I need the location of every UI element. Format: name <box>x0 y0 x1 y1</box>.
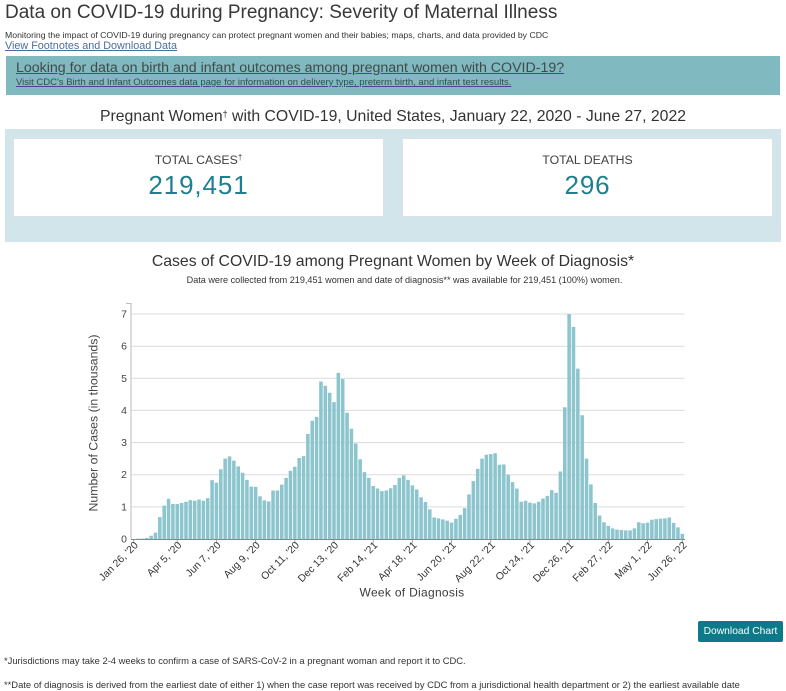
svg-text:Oct 11, '20: Oct 11, '20 <box>259 540 302 583</box>
svg-text:Feb 27, '22: Feb 27, '22 <box>571 540 615 584</box>
svg-text:Apr 18, '21: Apr 18, '21 <box>376 540 419 583</box>
svg-text:5: 5 <box>121 373 127 385</box>
svg-text:1: 1 <box>121 501 127 513</box>
svg-text:3: 3 <box>121 437 127 449</box>
svg-text:Feb 14, '21: Feb 14, '21 <box>336 540 380 584</box>
svg-text:2: 2 <box>121 469 127 481</box>
svg-text:Week of Diagnosis: Week of Diagnosis <box>360 586 465 600</box>
svg-text:Aug 9, '20: Aug 9, '20 <box>222 540 263 581</box>
svg-text:Jun 7, '20: Jun 7, '20 <box>184 540 224 580</box>
svg-text:7: 7 <box>121 309 127 321</box>
svg-text:Dec 13, '20: Dec 13, '20 <box>296 540 341 585</box>
svg-text:4: 4 <box>121 405 127 417</box>
svg-text:6: 6 <box>121 341 127 353</box>
svg-text:Aug 22, '21: Aug 22, '21 <box>453 540 498 585</box>
svg-text:Apr 5, '20: Apr 5, '20 <box>145 540 184 579</box>
svg-text:0: 0 <box>121 534 127 546</box>
svg-text:Jan 26, '20: Jan 26, '20 <box>97 540 141 584</box>
svg-text:Number of Cases (in thousands): Number of Cases (in thousands) <box>87 334 101 511</box>
svg-text:Dec 26, '21: Dec 26, '21 <box>531 540 576 585</box>
